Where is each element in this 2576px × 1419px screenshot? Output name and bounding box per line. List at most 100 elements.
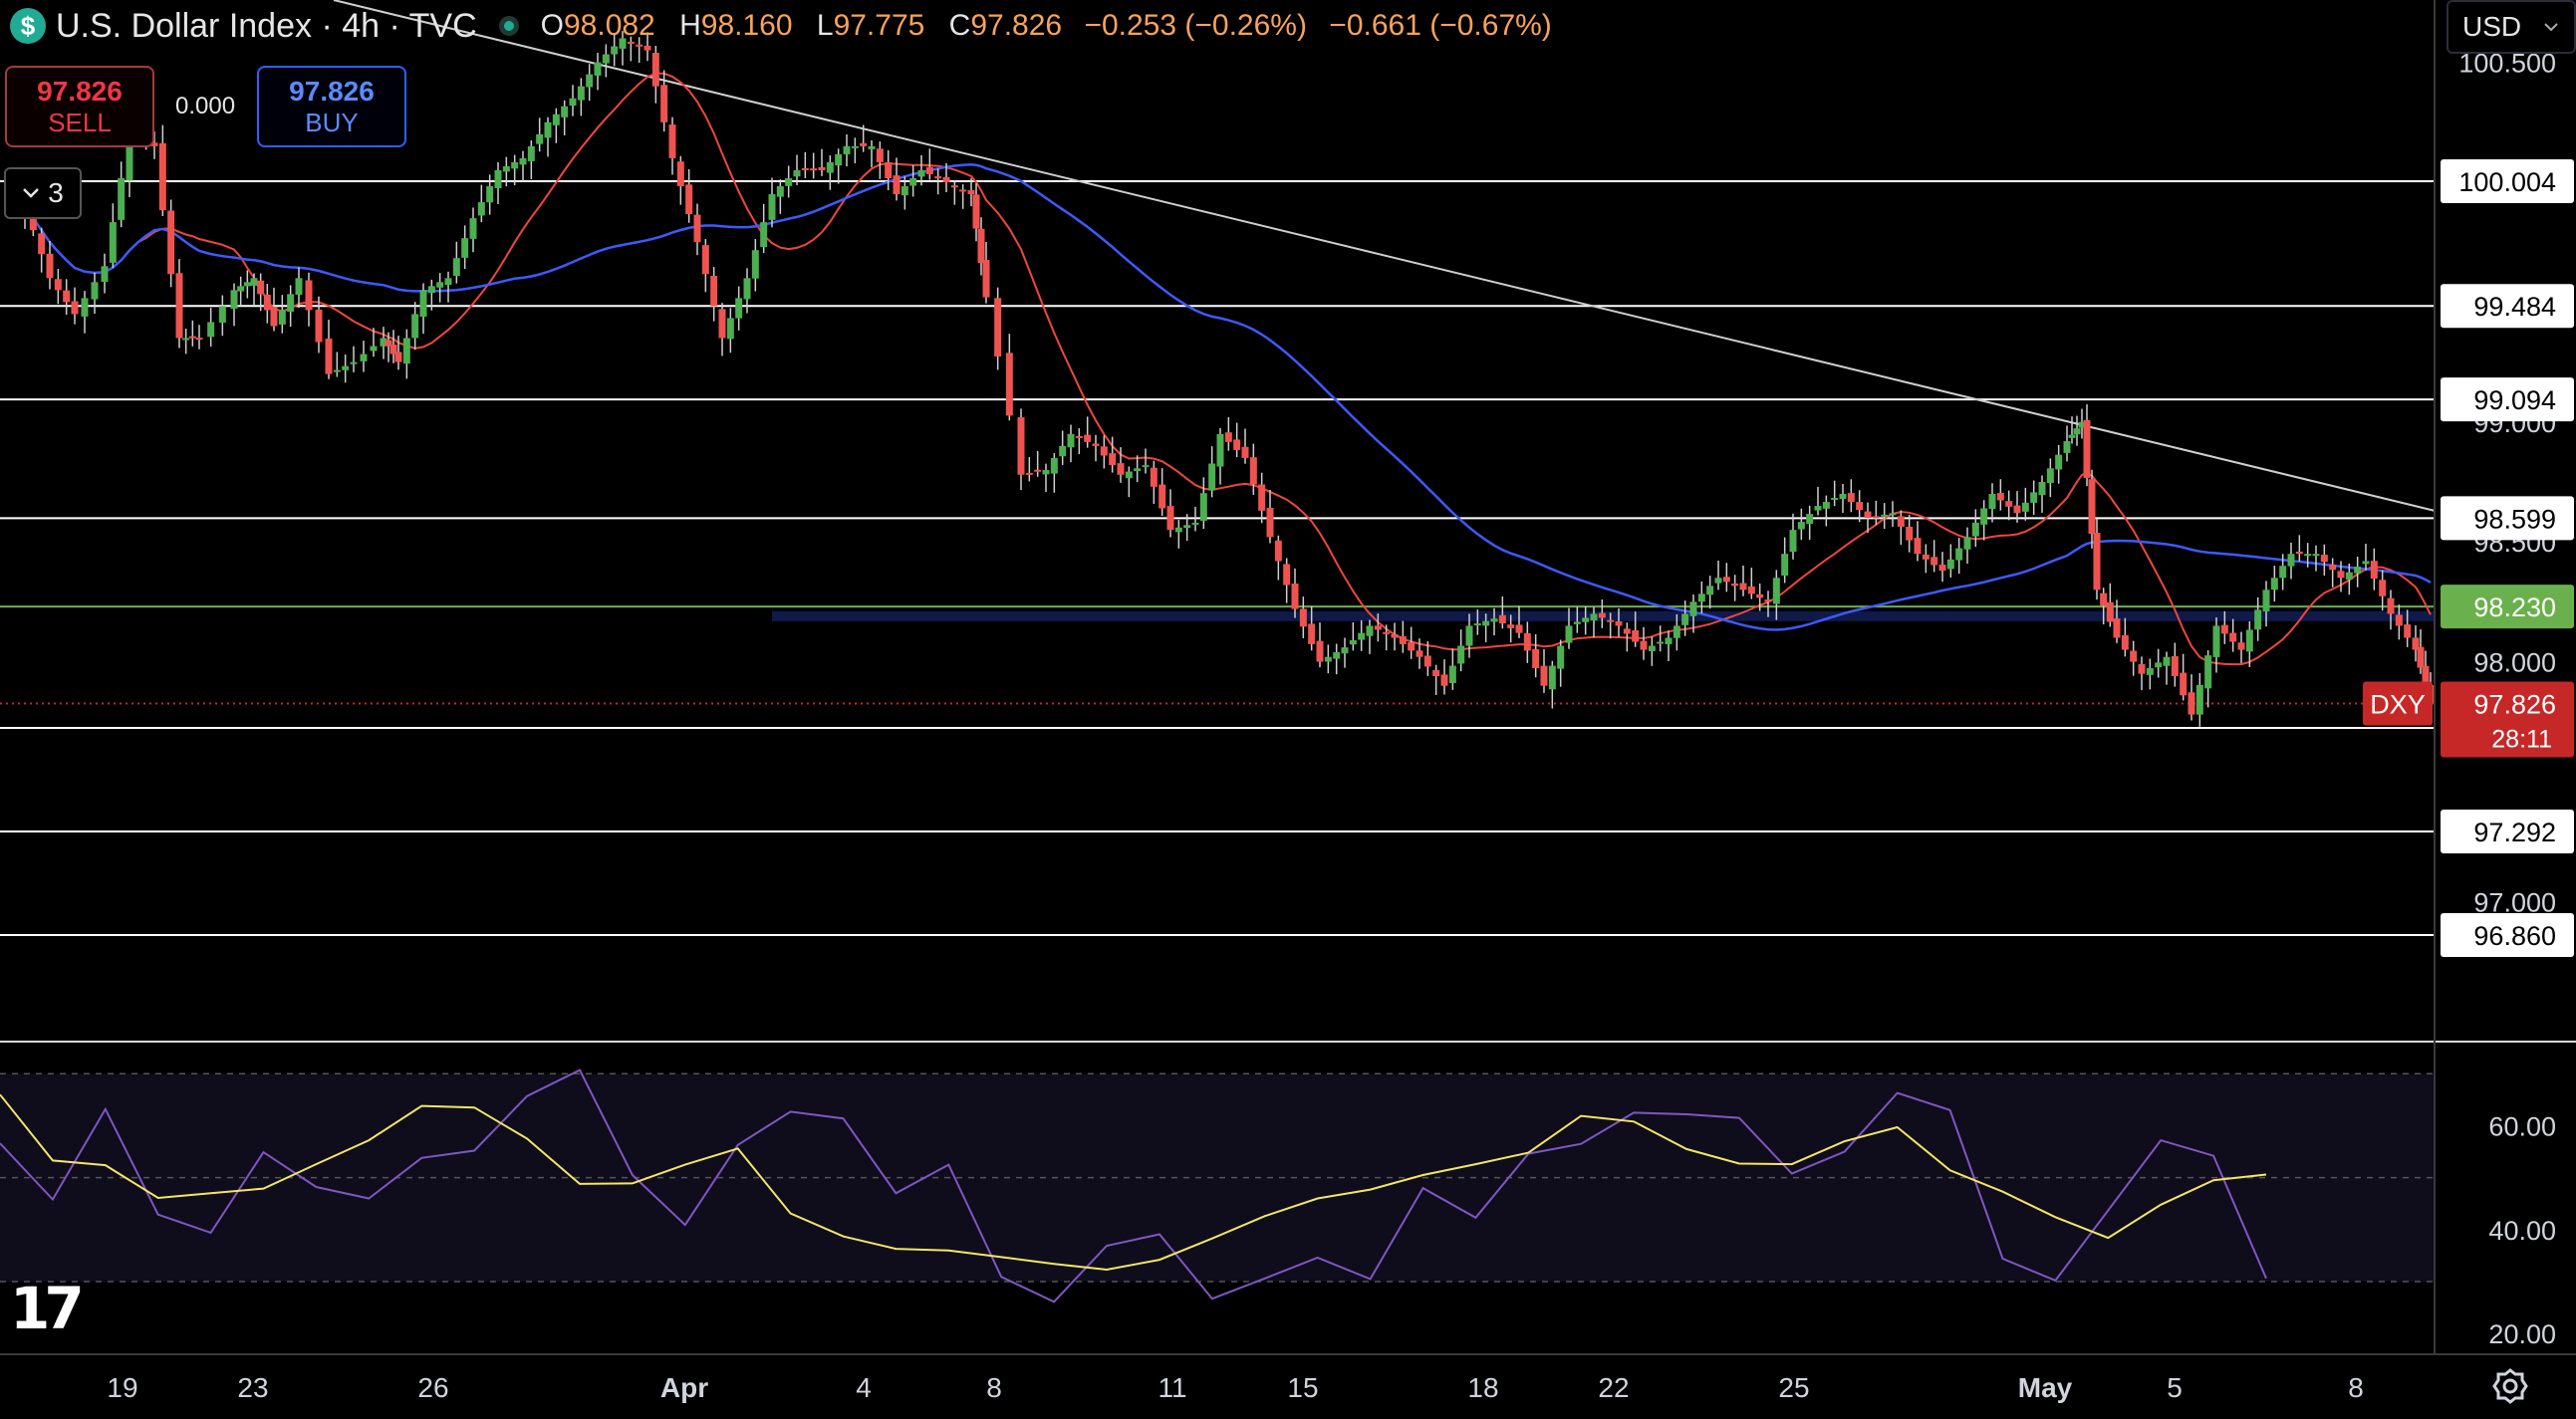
- candle-up: [1946, 559, 1954, 570]
- candle-down: [668, 124, 676, 158]
- pane-borders: [0, 0, 2576, 1355]
- current-price-label: 97.826: [2473, 689, 2556, 719]
- candle-down: [651, 53, 659, 87]
- candle-down: [1283, 564, 1291, 586]
- buy-button[interactable]: 97.826 BUY: [257, 66, 406, 147]
- ohlc-readout: O98.082 H98.160 L97.775 C97.826 −0.253 (…: [541, 9, 1552, 43]
- rsi-tick-label: 60.00: [2488, 1111, 2556, 1141]
- candle-up: [1839, 494, 1847, 500]
- candle-down: [885, 161, 893, 178]
- candle-up: [1714, 578, 1722, 584]
- candle-up: [81, 298, 89, 317]
- candle-down: [1747, 586, 1755, 594]
- candle-down: [1084, 434, 1092, 442]
- candle-up: [577, 86, 585, 101]
- candle-up: [743, 278, 751, 300]
- candle-up: [419, 290, 427, 318]
- candle-down: [2422, 665, 2430, 686]
- candle-up: [1582, 617, 1590, 622]
- dollar-symbol-icon[interactable]: $: [10, 8, 46, 44]
- candle-down: [46, 253, 54, 279]
- support-resistance-levels: [0, 180, 2435, 937]
- time-tick-label: 8: [986, 1372, 1002, 1403]
- candle-down: [150, 142, 158, 146]
- close-label: C: [948, 9, 971, 42]
- candle-up: [735, 298, 743, 319]
- candle-up: [1657, 641, 1665, 644]
- candle-down: [1498, 614, 1506, 624]
- level-label-box: [2441, 159, 2574, 204]
- candle-down: [1075, 435, 1083, 438]
- candle-up: [287, 294, 295, 312]
- candle-up: [1183, 525, 1191, 529]
- tradingview-logo-icon[interactable]: 17: [10, 1275, 85, 1342]
- ticker-box: [2363, 681, 2433, 726]
- candle-up: [1806, 514, 1814, 525]
- candle-up: [502, 165, 510, 172]
- market-status-icon[interactable]: [498, 16, 519, 36]
- candle-down: [1432, 669, 1440, 677]
- rsi-tick-label: 40.00: [2488, 1216, 2556, 1246]
- candle-up: [851, 145, 859, 148]
- candle-up: [1697, 593, 1705, 602]
- candle-down: [660, 85, 668, 122]
- level-label-box: [2441, 913, 2574, 958]
- candle-down: [1383, 631, 1391, 634]
- candle-up: [469, 218, 477, 239]
- indicators-toggle-button[interactable]: 3: [4, 167, 82, 219]
- candle-up: [1366, 625, 1374, 636]
- candle-down: [175, 273, 183, 339]
- candle-up: [569, 98, 577, 107]
- candle-up: [2163, 656, 2171, 666]
- candle-down: [1931, 557, 1938, 566]
- candle-down: [934, 176, 942, 179]
- candle-down: [1416, 650, 1423, 657]
- candle-up: [370, 346, 378, 352]
- candle-up: [1050, 457, 1058, 474]
- candle-down: [1266, 507, 1274, 538]
- candle-up: [2046, 468, 2054, 484]
- candle-up: [1590, 613, 1598, 621]
- candle-down: [1159, 484, 1166, 509]
- candlesticks: [21, 31, 2435, 727]
- price-tick-label: 98.000: [2473, 648, 2556, 678]
- buy-price: 97.826: [289, 75, 375, 107]
- candle-down: [1515, 624, 1523, 633]
- candle-down: [693, 214, 701, 243]
- candle-up: [1448, 665, 1456, 684]
- level-label: 99.484: [2473, 292, 2556, 322]
- candle-down: [2138, 663, 2146, 674]
- candle-up: [1457, 645, 1465, 664]
- candle-up: [230, 290, 238, 310]
- candle-up: [611, 46, 619, 55]
- candle-down: [718, 309, 726, 339]
- candle-down: [818, 166, 826, 170]
- candle-up: [1831, 498, 1839, 501]
- candle-up: [461, 238, 469, 258]
- candle-up: [444, 278, 452, 286]
- candle-up: [917, 169, 925, 177]
- candle-up: [1648, 645, 1656, 651]
- chart-title[interactable]: U.S. Dollar Index · 4h · TVC: [56, 6, 477, 45]
- settings-icon[interactable]: [2490, 1366, 2530, 1406]
- highlight-label-box: [2441, 585, 2574, 629]
- candle-down: [1005, 353, 1013, 416]
- candle-up: [1341, 647, 1349, 654]
- candle-up: [1797, 522, 1805, 530]
- candle-down: [676, 161, 684, 187]
- candle-up: [760, 222, 768, 248]
- sell-button[interactable]: 97.826 SELL: [5, 66, 154, 147]
- candle-up: [207, 322, 215, 338]
- currency-selector[interactable]: USD: [2447, 0, 2576, 54]
- candle-up: [552, 114, 560, 125]
- candle-down: [1423, 655, 1431, 667]
- candle-up: [2279, 566, 2287, 579]
- candle-down: [2329, 564, 2337, 571]
- candle-down: [1291, 583, 1299, 609]
- candle-down: [994, 298, 1002, 356]
- candle-up: [494, 169, 502, 188]
- candle-up: [2021, 502, 2029, 512]
- candle-down: [385, 340, 392, 347]
- rsi-tick-label: 20.00: [2488, 1319, 2556, 1349]
